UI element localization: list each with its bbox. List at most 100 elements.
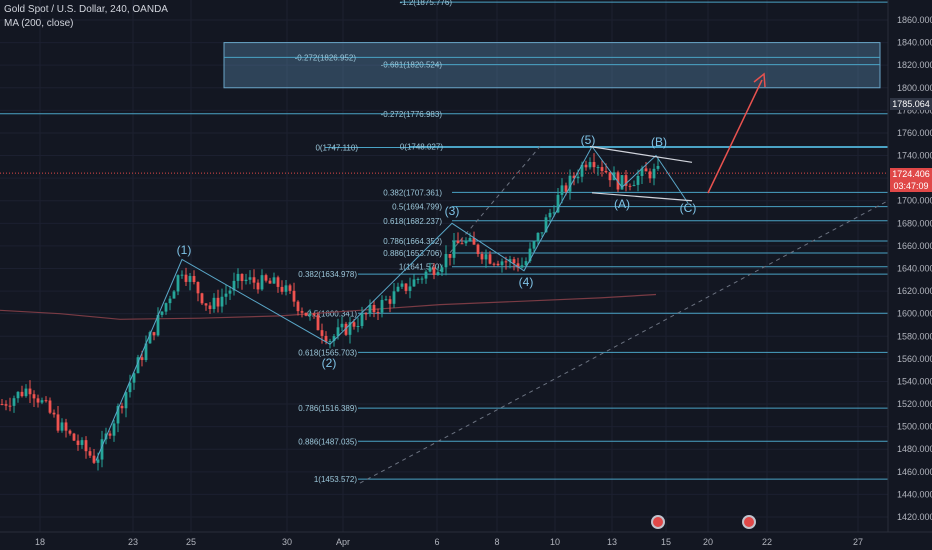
candle-body xyxy=(624,175,628,186)
candle-body xyxy=(224,293,228,297)
time-axis-label: 22 xyxy=(762,537,772,547)
fib-level-label: -0.272(1776.983) xyxy=(381,110,443,119)
candle-body xyxy=(284,285,288,292)
candle-body xyxy=(376,312,380,314)
candle-body xyxy=(116,405,120,424)
candle-body xyxy=(608,172,612,181)
candle-body xyxy=(584,164,588,168)
candle-body xyxy=(448,253,452,258)
price-axis-label: 1460.000 xyxy=(897,467,932,477)
time-axis[interactable]: 18 23 25 30 Apr 6 8 10 13 15 20 22 27 xyxy=(35,537,863,547)
candle-body xyxy=(280,286,284,292)
candle-body xyxy=(264,275,268,281)
elliott-waves: (1) (2) (3) (4) (5) (A) (B) (C) xyxy=(95,133,697,461)
wave-label: (4) xyxy=(519,275,534,289)
candle-body xyxy=(380,299,384,313)
price-axis-label: 1500.000 xyxy=(897,422,932,432)
candle-body xyxy=(564,185,568,192)
price-axis-label: 1860.000 xyxy=(897,15,932,25)
candle-body xyxy=(400,283,404,287)
candle-body xyxy=(32,394,36,399)
candle-body xyxy=(332,336,336,341)
candle-body xyxy=(296,301,300,312)
candle-body xyxy=(0,404,4,406)
wave-label: (C) xyxy=(680,201,697,215)
time-axis-label: 18 xyxy=(35,537,45,547)
event-marker-icon[interactable] xyxy=(651,515,665,529)
candle-body xyxy=(628,185,632,187)
candle-body xyxy=(580,164,584,177)
time-axis-label: 10 xyxy=(550,537,560,547)
candle-body xyxy=(292,290,296,302)
candle-body xyxy=(392,291,396,304)
price-axis-label: 1700.000 xyxy=(897,196,932,206)
candle-body xyxy=(300,311,304,313)
candle-body xyxy=(484,254,488,260)
candle-body xyxy=(68,430,72,434)
chart-grid xyxy=(0,0,888,532)
price-axis-label: 1680.000 xyxy=(897,218,932,228)
candle-body xyxy=(28,388,32,395)
candle-body xyxy=(144,343,148,361)
triangle-upper-line xyxy=(589,145,693,163)
candle-body xyxy=(436,272,440,275)
indicator-title: MA (200, close) xyxy=(4,18,74,29)
candle-body xyxy=(652,168,656,179)
time-axis-label: 6 xyxy=(434,537,439,547)
candle-body xyxy=(552,212,556,214)
candle-body xyxy=(468,238,472,241)
candle-body xyxy=(636,175,640,185)
candle-body xyxy=(356,325,360,327)
price-axis[interactable]: 1860.000 1840.000 1820.000 1800.000 1780.000… xyxy=(897,15,932,522)
fib-level-label: 0.382(1634.978) xyxy=(298,270,357,279)
candle-body xyxy=(336,327,340,337)
price-axis-label: 1800.000 xyxy=(897,83,932,93)
candle-body xyxy=(100,439,104,460)
current-price-tag: 1724.406 xyxy=(890,168,932,180)
candle-body xyxy=(248,277,252,280)
candle-body xyxy=(184,274,188,282)
price-axis-label: 1760.000 xyxy=(897,128,932,138)
time-axis-label: 20 xyxy=(703,537,713,547)
time-axis-label: 23 xyxy=(128,537,138,547)
candle-body xyxy=(244,279,248,282)
candle-body xyxy=(508,259,512,262)
event-marker-icon[interactable] xyxy=(742,515,756,529)
moving-average-line xyxy=(0,293,657,320)
candle-body xyxy=(60,422,64,431)
candle-body xyxy=(656,165,660,169)
fib-level-label: 0.382(1707.361) xyxy=(383,188,442,197)
wave-label: (A) xyxy=(614,197,630,211)
candle-body xyxy=(92,455,96,463)
candle-body xyxy=(12,398,16,406)
candle-body xyxy=(48,400,52,413)
fib-level-label: 0.5(1694.799) xyxy=(392,203,442,212)
candle-body xyxy=(396,286,400,292)
candle-body xyxy=(360,313,364,326)
countdown-tag: 03:47:09 xyxy=(890,180,932,192)
candle-body xyxy=(424,271,428,279)
candle-body xyxy=(276,277,280,287)
candle-body xyxy=(520,265,524,268)
candle-body xyxy=(64,422,68,431)
candle-body xyxy=(220,296,224,307)
candle-body xyxy=(572,175,576,179)
fibonacci-levels: -1.2(1875.776) -0.272(1826.952) -0.681(182… xyxy=(0,0,888,484)
triangle-lower-line xyxy=(591,192,693,202)
candle-body xyxy=(56,414,60,431)
candle-body xyxy=(556,194,560,213)
candle-body xyxy=(20,391,24,397)
candle-body xyxy=(384,299,388,301)
price-axis-label: 1660.000 xyxy=(897,241,932,251)
time-axis-label: 27 xyxy=(853,537,863,547)
price-axis-label: 1780.000 xyxy=(897,105,932,115)
candle-body xyxy=(648,171,652,179)
fib-level-label: 0.886(1653.706) xyxy=(383,249,442,258)
candle-body xyxy=(164,303,168,312)
candle-body xyxy=(204,303,208,306)
candle-body xyxy=(548,212,552,218)
candle-body xyxy=(148,332,152,344)
price-axis-label: 1640.000 xyxy=(897,264,932,274)
wave-label: (B) xyxy=(651,135,667,149)
